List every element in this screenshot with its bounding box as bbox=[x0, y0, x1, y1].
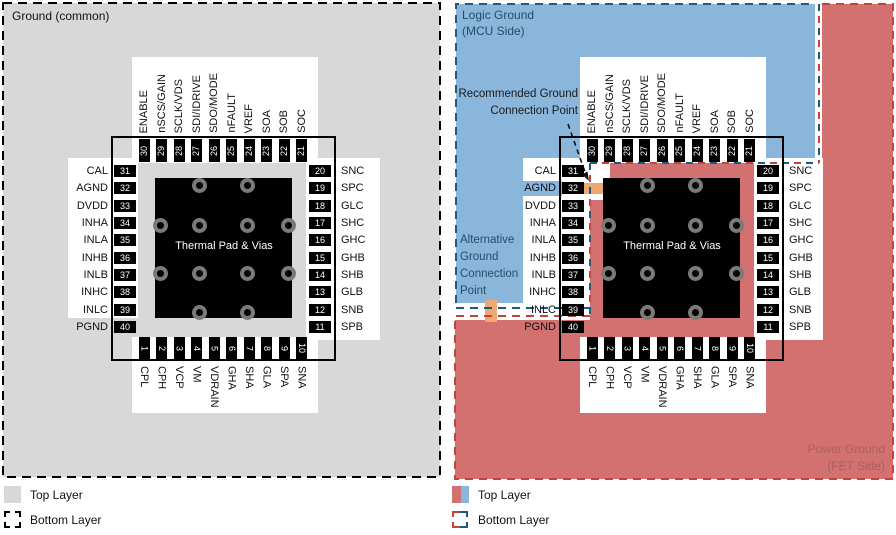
region-label-common-ground: Ground (common) bbox=[12, 9, 110, 23]
legend-label: Top Layer bbox=[478, 488, 531, 502]
legend-label: Bottom Layer bbox=[30, 513, 102, 527]
recommended-ground-annotation: Recommended Ground Connection Point bbox=[458, 88, 578, 117]
iso-strip-right bbox=[754, 158, 823, 340]
alternative-connection bbox=[485, 300, 497, 322]
iso-strip-bottom bbox=[580, 337, 766, 413]
logic-ground-label: (MCU Side) bbox=[462, 24, 525, 38]
iso-strip-bottom bbox=[132, 337, 318, 413]
power-bottom-layer-outline bbox=[454, 3, 894, 480]
common-ground-background bbox=[2, 2, 441, 478]
alternative-ground-annotation: Alternative Ground Connection Point bbox=[460, 234, 519, 297]
legend-label: Bottom Layer bbox=[478, 513, 550, 527]
logic-ground-label: Logic Ground bbox=[462, 8, 535, 22]
power-ground-thermal-area bbox=[590, 163, 756, 340]
shared-bottom-layer-boundary bbox=[589, 4, 820, 317]
top-layer-swatch bbox=[4, 486, 21, 503]
top-layer-swatch bbox=[452, 486, 469, 503]
panel-common-ground: Thermal Pad & Vias 30 ENABLE 29 nSCS/GAIN 28 S… bbox=[2, 2, 441, 528]
iso-strip-right bbox=[306, 158, 380, 340]
iso-strip-top bbox=[580, 57, 766, 163]
iso-notch-agnd bbox=[590, 163, 610, 200]
power-ground-label: Power Ground (FET Side) bbox=[807, 442, 885, 473]
iso-strip-top bbox=[132, 57, 318, 163]
recommended-connection bbox=[584, 183, 610, 194]
legend-label: Top Layer bbox=[30, 488, 83, 502]
bottom-layer-swatch bbox=[4, 511, 21, 528]
bottom-layer-swatch bbox=[452, 511, 469, 528]
agnd-blue-spur bbox=[523, 181, 562, 196]
logic-bottom-layer-outline bbox=[455, 3, 815, 303]
iso-strip-left bbox=[68, 158, 138, 318]
panel-split-ground: Thermal Pad & Vias 30 ENABLE 29 nSCS/GAIN 28 S… bbox=[448, 0, 896, 535]
